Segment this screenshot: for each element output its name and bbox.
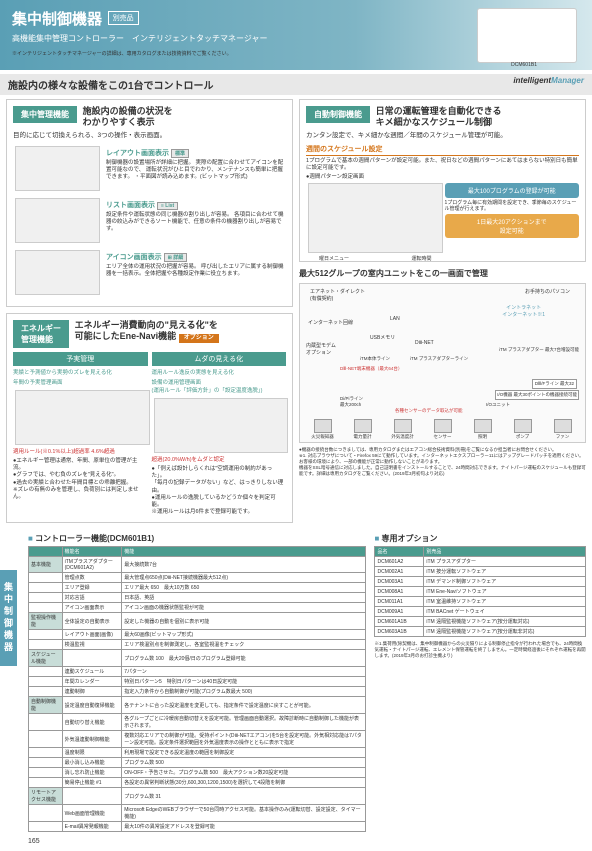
- page-number: 165: [28, 838, 586, 845]
- mock-icon: [15, 250, 100, 295]
- product-image: [477, 8, 577, 63]
- table2-title: 専用オプション: [374, 533, 586, 544]
- header-title: 集中制御機器: [12, 8, 102, 29]
- box-auto: 自動制御機能 日常の運転管理を自動化できるキメ細かなスケジュール制御 カンタン設…: [299, 99, 586, 262]
- table-controller: 機能名機能 基本機能iTMプラスアダプター(DCM601A2)最大接続数7台管理…: [28, 546, 366, 832]
- box-title: 施設内の設備の状況をわかりやすく表示: [83, 106, 173, 128]
- box-energy-title: エネルギー消費動向の"見える化"を可能にしたEne-Navi機能 オプション: [75, 320, 219, 343]
- product-model: DCM601B1: [511, 62, 537, 68]
- badge-auto: 自動制御機能: [306, 106, 370, 123]
- header: 集中制御機器 別売品 高機能集中管理コントローラー インテリジェントタッチマネー…: [0, 0, 592, 70]
- box-512group: 最大512グループの室内ユニットをこの一画面で管理 エアネット・ダイレクト (有…: [299, 268, 586, 476]
- table-option: 品名別売品 DCM601A2iTM プラスアダプターDCM002A1iTM 按分…: [374, 546, 586, 637]
- table1-title: コントローラー機能(DCM601B1): [28, 533, 366, 544]
- box-sub: 目的に応じて切換えられる、3つの操作・表示画面。: [13, 132, 286, 140]
- box-energy: エネルギー 管理機能 エネルギー消費動向の"見える化"を可能にしたEne-Nav…: [6, 313, 293, 523]
- feat-list-text: 設定条件や運転状態の同じ機器の割り出しが容易。 各項目に合わせて機器の絞込みがで…: [106, 212, 286, 233]
- header-badge: 別売品: [108, 11, 139, 25]
- box-auto-title: 日常の運転管理を自動化できるキメ細かなスケジュール制御: [376, 106, 502, 128]
- diagram-note: ●機器の接続台数につきましては、専用カタログまたはエアコン総合技術資料(別冊)を…: [299, 447, 586, 476]
- feat-list-title: リスト画面表示 ≡ List: [106, 200, 286, 210]
- sidebar-label: 集中制御機器: [0, 570, 17, 666]
- pill-20action: 1日最大20アクションまで 設定可能: [445, 214, 580, 238]
- mock-list: [15, 198, 100, 243]
- hdr-yojitsu: 予実管理: [13, 352, 148, 366]
- mock-yojitsu: [15, 390, 150, 445]
- section-title: 施設内の様々な設備をこの1台でコントロール intelligentManager: [0, 74, 592, 95]
- system-diagram: エアネット・ダイレクト (有償契約) お手持ちのパソコン イントラネット インタ…: [299, 283, 586, 443]
- mock-layout: [15, 146, 100, 191]
- badge-management: 集中管理機能: [13, 106, 77, 123]
- feat-layout-title: レイアウト画面表示 標準: [106, 148, 286, 158]
- feat-layout-text: 制御機器の設置場所が詳細に把握。 実際の配置に合わせてアイコンを配置可能なので、…: [106, 160, 286, 181]
- box-management: 集中管理機能 施設内の設備の状況をわかりやすく表示 目的に応じて切換えられる、3…: [6, 99, 293, 307]
- feat-icon-title: アイコン画面表示 ⊞ 詳細: [106, 252, 286, 262]
- feat-icon-text: エリア全体の運用状況の把握が容易。 呼び出したエリアに属する制御機器を一括表示。…: [106, 264, 286, 278]
- feat-schedule-title: 週間のスケジュール設定: [306, 144, 579, 156]
- mock-muda: [154, 398, 289, 453]
- hdr-muda: ムダの見える化: [152, 352, 287, 366]
- diagram-title: 最大512グループの室内ユニットをこの一画面で管理: [299, 268, 586, 279]
- table-footnote: ※1.集荷用(除契機は、集中制御機器からの火災隔りによる制御停止指令が行われた場…: [374, 641, 586, 659]
- pill-100prog: 最大100プログラムの登録が可能: [445, 183, 580, 198]
- badge-energy: エネルギー 管理機能: [13, 320, 69, 348]
- mock-schedule: 曜日メニュー 運転時間: [308, 183, 443, 253]
- im-logo: intelligentManager: [513, 76, 584, 85]
